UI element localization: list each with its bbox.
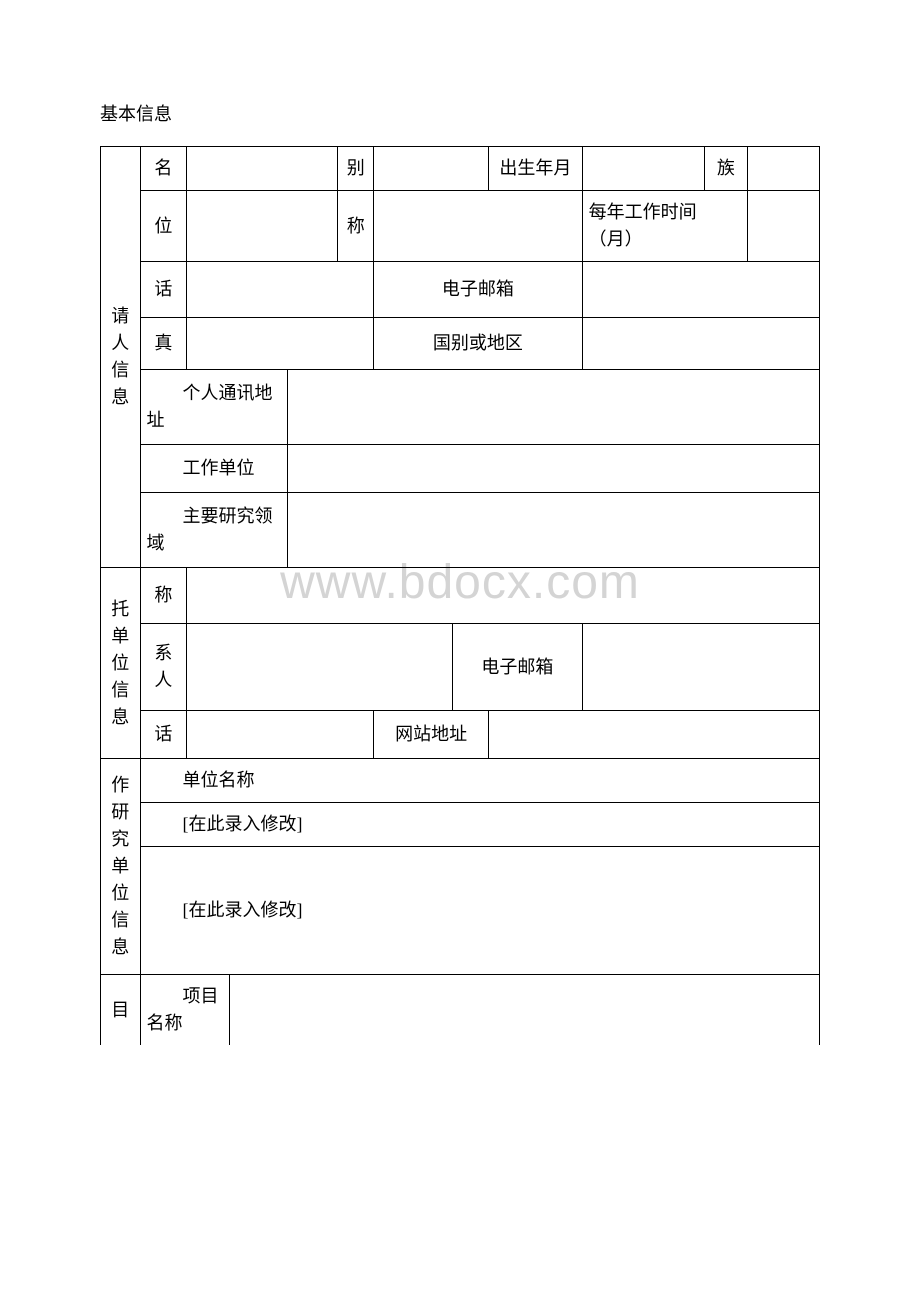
birth-label: 出生年月 (489, 147, 582, 191)
research-placeholder-2[interactable]: [在此录入修改] (140, 847, 819, 975)
page-title: 基本信息 (100, 100, 820, 126)
address-value[interactable] (287, 370, 819, 445)
trustee-name-value[interactable] (187, 568, 820, 624)
project-section-header: 目 (101, 975, 141, 1046)
email-value[interactable] (582, 262, 819, 318)
fax-label: 真 (140, 318, 187, 370)
trustee-section-header: 托单位信息 (101, 568, 141, 759)
phone-value[interactable] (187, 262, 374, 318)
work-time-label: 每年工作时间（月） (582, 191, 747, 262)
position-label: 位 (140, 191, 187, 262)
trustee-contact-value[interactable] (187, 624, 453, 711)
trustee-website-value[interactable] (489, 711, 820, 759)
gender-value[interactable] (374, 147, 489, 191)
email-label: 电子邮箱 (374, 262, 582, 318)
research-field-value[interactable] (287, 493, 819, 568)
country-label: 国别或地区 (374, 318, 582, 370)
trustee-phone-label: 话 (140, 711, 187, 759)
applicant-section-header: 请人信息 (101, 147, 141, 568)
title-label: 称 (338, 191, 374, 262)
fax-value[interactable] (187, 318, 374, 370)
trustee-email-value[interactable] (582, 624, 819, 711)
project-name-label: 项目名称 (140, 975, 230, 1046)
position-value[interactable] (187, 191, 338, 262)
work-unit-label: 工作单位 (140, 445, 287, 493)
ethnicity-value[interactable] (747, 147, 819, 191)
trustee-website-label: 网站地址 (374, 711, 489, 759)
ethnicity-label: 族 (704, 147, 747, 191)
trustee-email-label: 电子邮箱 (453, 624, 582, 711)
research-section-header: 作研究单位信息 (101, 759, 141, 975)
trustee-phone-value[interactable] (187, 711, 374, 759)
work-time-value[interactable] (747, 191, 819, 262)
title-value[interactable] (374, 191, 582, 262)
research-placeholder-1[interactable]: [在此录入修改] (140, 803, 819, 847)
work-unit-value[interactable] (287, 445, 819, 493)
name-label: 名 (140, 147, 187, 191)
research-unit-name-label: 单位名称 (140, 759, 819, 803)
project-name-value[interactable] (230, 975, 820, 1046)
trustee-contact-label: 系人 (140, 624, 187, 711)
name-value[interactable] (187, 147, 338, 191)
form-table: 请人信息 名 别 出生年月 族 位 称 每年工作时间（月） 话 电子邮箱 (100, 146, 820, 1045)
address-label: 个人通讯地址 (140, 370, 287, 445)
gender-label: 别 (338, 147, 374, 191)
birth-value[interactable] (582, 147, 704, 191)
country-value[interactable] (582, 318, 819, 370)
research-field-label: 主要研究领域 (140, 493, 287, 568)
trustee-name-label: 称 (140, 568, 187, 624)
phone-label: 话 (140, 262, 187, 318)
